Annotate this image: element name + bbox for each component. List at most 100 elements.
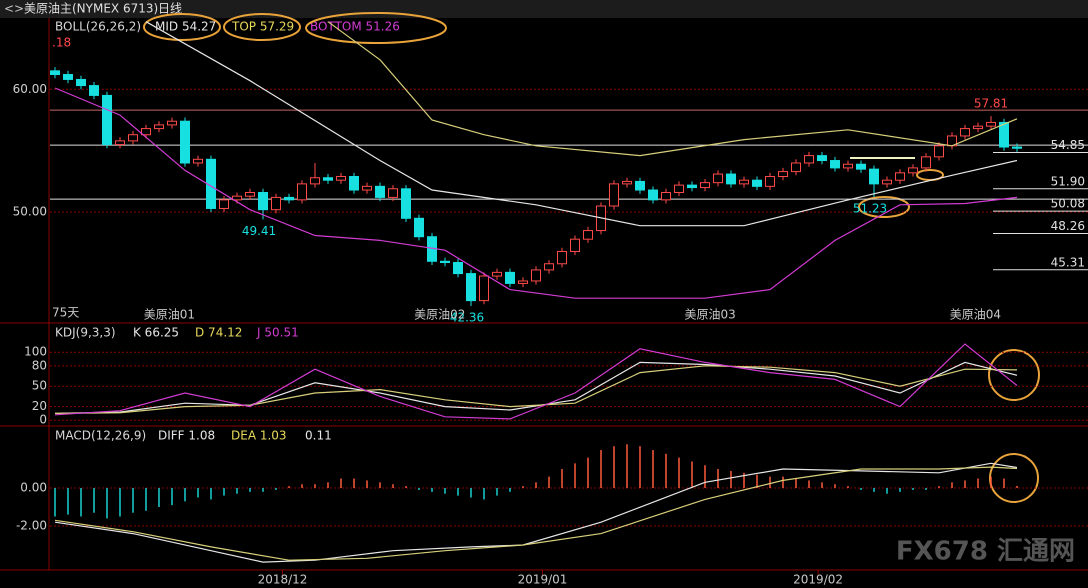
candle-body: [687, 184, 697, 189]
candle-body: [466, 273, 476, 302]
y-tick-label: 50: [32, 379, 47, 393]
candle-body: [674, 184, 684, 193]
candle-body: [557, 250, 567, 265]
candle-body: [362, 185, 372, 191]
x-tick-label: 2019/02: [793, 573, 843, 587]
candle-body: [245, 191, 255, 197]
contract-label: 美原油03: [685, 308, 736, 322]
candle-body: [570, 238, 580, 252]
candle-body: [544, 263, 554, 271]
candle-body: [713, 173, 723, 184]
y-tick-label: 0.00: [20, 481, 47, 495]
candle-body: [154, 124, 164, 130]
circle: [143, 13, 221, 41]
candle-body: [336, 176, 346, 181]
candle-body: [726, 173, 736, 185]
candle-body: [492, 271, 502, 277]
candle-body: [583, 230, 593, 240]
candle-body: [1012, 146, 1022, 149]
price-annotation: 49.41: [242, 224, 276, 238]
candle-body: [739, 179, 749, 185]
span-label: 75天: [52, 306, 79, 320]
candle-body: [479, 275, 489, 302]
candle-body: [271, 196, 281, 211]
level-label: 45.31: [1051, 255, 1085, 269]
candle-body: [609, 183, 619, 207]
boll-title: BOLL(26,26,2): [55, 20, 141, 34]
candle-body: [375, 185, 385, 198]
candle-body: [128, 134, 138, 142]
level-label: 54.85: [1051, 138, 1085, 152]
mid-label: MID 54.27: [155, 20, 216, 34]
y-tick-label: 0: [39, 413, 47, 427]
candle-body: [531, 269, 541, 282]
candle-body: [505, 271, 515, 284]
candle-body: [973, 125, 983, 130]
indicator-line: [54, 343, 1018, 420]
candle-body: [102, 94, 112, 146]
y-tick-label: 20: [32, 399, 47, 413]
circle: [858, 196, 910, 218]
candle-body: [622, 180, 632, 185]
j-label: J 50.51: [256, 326, 299, 340]
candle-body: [115, 140, 125, 146]
level-label: 51.90: [1051, 174, 1085, 188]
candle-body: [778, 171, 788, 178]
x-tick-label: 2018/12: [258, 573, 308, 587]
candle-body: [830, 160, 840, 169]
circle: [989, 453, 1039, 503]
candle-body: [141, 128, 151, 136]
y-tick-label: 80: [32, 358, 47, 372]
indicator-line: [54, 87, 1018, 299]
y-tick-label: -2.00: [16, 519, 47, 533]
candle-body: [895, 172, 905, 181]
d-label: D 74.12: [195, 326, 242, 340]
candle-body: [999, 121, 1009, 148]
candle-body: [349, 176, 359, 191]
level-label: 50.08: [1051, 197, 1085, 211]
candle-body: [934, 145, 944, 158]
y-tick-label: 100: [24, 345, 47, 359]
indicator-line: [327, 21, 1018, 157]
candle-body: [843, 163, 853, 169]
contract-label: 美原油01: [144, 308, 195, 322]
candle-body: [765, 176, 775, 187]
k-label: K 66.25: [133, 326, 179, 340]
indicator-line: [145, 21, 1018, 227]
candle-body: [817, 155, 827, 162]
candle-body: [908, 167, 918, 174]
indicator-line: [54, 466, 1018, 561]
candle-body: [388, 188, 398, 198]
circle: [988, 349, 1040, 401]
candle-body: [232, 195, 242, 201]
diff-label: DIFF 1.08: [158, 429, 215, 443]
candle-body: [167, 120, 177, 126]
indicator-line: [54, 365, 1018, 414]
candle-body: [89, 85, 99, 96]
candle-body: [791, 162, 801, 173]
candle-body: [310, 177, 320, 185]
candle-body: [635, 180, 645, 191]
candle-body: [297, 183, 307, 201]
candle-body: [856, 163, 866, 170]
candle-body: [518, 280, 528, 284]
price-annotation: 51.23: [853, 202, 887, 216]
candle-body: [440, 260, 450, 264]
candle-body: [986, 121, 996, 127]
candle-body: [401, 188, 411, 219]
candle-body: [700, 182, 710, 189]
dea-label: DEA 1.03: [231, 429, 287, 443]
corner-text: .18: [52, 36, 71, 50]
candle-body: [76, 78, 86, 87]
candle-body: [63, 74, 73, 80]
highlight-circles: [143, 12, 1040, 503]
kdj-title: KDJ(9,3,3): [55, 326, 116, 340]
candle-body: [921, 156, 931, 169]
price-annotation: 57.81: [974, 97, 1008, 111]
macd-title: MACD(12,26,9): [55, 429, 146, 443]
candle-body: [258, 191, 268, 211]
price-annotation: 42.36: [450, 311, 484, 325]
candle-body: [193, 158, 203, 164]
top-label: TOP 57.29: [231, 20, 294, 34]
